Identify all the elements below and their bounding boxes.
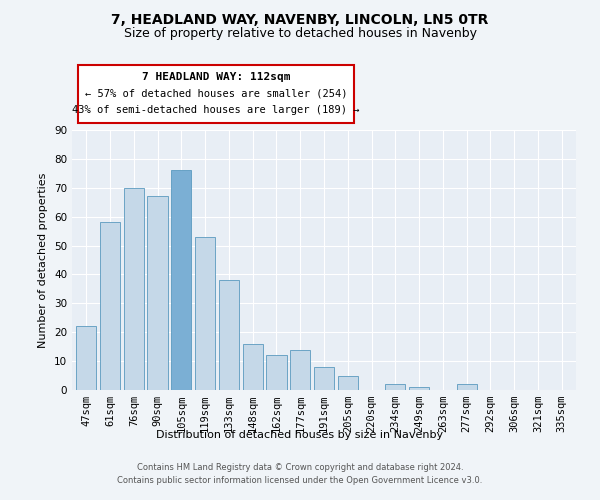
Bar (148, 196, 167, 390)
Text: 7, HEADLAND WAY, NAVENBY, LINCOLN, LN5 0TR: 7, HEADLAND WAY, NAVENBY, LINCOLN, LN5 0… (112, 12, 488, 26)
Text: ← 57% of detached houses are smaller (254): ← 57% of detached houses are smaller (25… (85, 89, 347, 99)
Bar (219, 280, 239, 390)
Text: Contains HM Land Registry data © Crown copyright and database right 2024.: Contains HM Land Registry data © Crown c… (137, 464, 463, 472)
Bar (100, 222, 120, 390)
Text: Distribution of detached houses by size in Navenby: Distribution of detached houses by size … (157, 430, 443, 440)
Text: 7 HEADLAND WAY: 112sqm: 7 HEADLAND WAY: 112sqm (142, 72, 290, 82)
Text: Contains public sector information licensed under the Open Government Licence v3: Contains public sector information licen… (118, 476, 482, 485)
Bar (171, 170, 191, 390)
Bar (290, 350, 310, 390)
Bar (195, 237, 215, 390)
Bar (314, 367, 334, 390)
Bar (385, 384, 406, 390)
Bar (242, 344, 263, 390)
Bar (409, 387, 429, 390)
Text: 43% of semi-detached houses are larger (189) →: 43% of semi-detached houses are larger (… (72, 105, 360, 115)
Bar (338, 376, 358, 390)
Bar (266, 356, 287, 390)
Y-axis label: Number of detached properties: Number of detached properties (38, 172, 49, 348)
Text: Size of property relative to detached houses in Navenby: Size of property relative to detached ho… (124, 28, 476, 40)
Bar (457, 384, 477, 390)
Bar (76, 326, 97, 390)
Bar (124, 188, 144, 390)
